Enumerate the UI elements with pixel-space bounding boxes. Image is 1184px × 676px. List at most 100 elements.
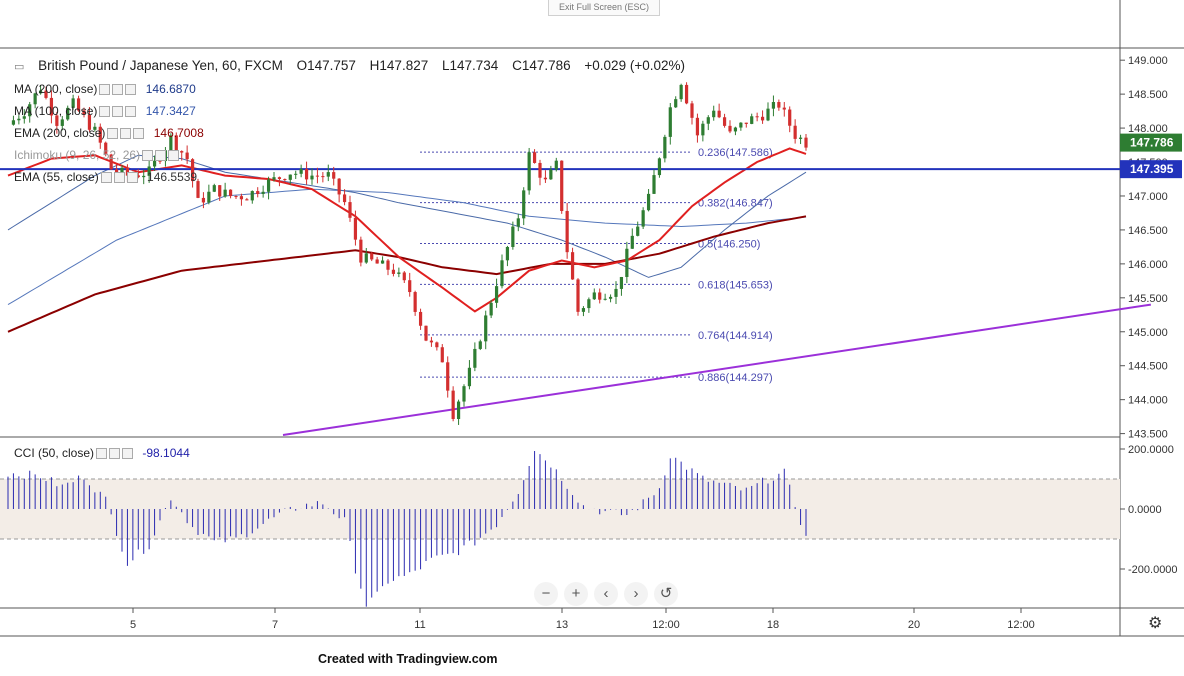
candle-body — [49, 97, 54, 116]
candle-body — [527, 152, 531, 191]
price-tick-label: 146.500 — [1128, 225, 1168, 237]
candle-body — [212, 185, 216, 192]
close-icon[interactable] — [122, 448, 134, 460]
last-price-text: 147.786 — [1130, 136, 1174, 150]
candle-body — [391, 269, 396, 274]
candle-body — [223, 189, 227, 197]
cci-tick-label: -200.0000 — [1128, 564, 1178, 576]
candle-body — [82, 110, 86, 115]
candle-body — [728, 125, 732, 132]
ema55-line — [7, 147, 807, 313]
settings-icon[interactable] — [120, 128, 132, 140]
eye-icon[interactable] — [99, 84, 111, 96]
close-icon[interactable] — [125, 84, 137, 96]
zoom-in-button[interactable]: + — [564, 582, 588, 606]
candle-body — [543, 177, 548, 180]
candle-body — [261, 191, 265, 194]
candle-body — [652, 175, 656, 194]
candle-body — [760, 116, 765, 121]
candle-body — [690, 103, 694, 118]
line-price-text: 147.395 — [1130, 162, 1174, 176]
close-icon[interactable] — [168, 150, 180, 162]
candle-body — [516, 218, 520, 227]
fib-level-label: 0.764(144.914) — [698, 330, 773, 342]
eye-icon[interactable] — [96, 448, 108, 460]
candle-body — [386, 260, 390, 270]
candle-body — [641, 210, 645, 227]
collapse-icon[interactable]: ▭ — [14, 61, 25, 73]
candle-body — [630, 235, 634, 249]
candle-body — [549, 169, 553, 180]
candle-body — [342, 194, 347, 203]
candle-body — [294, 173, 298, 175]
candle-body — [315, 175, 320, 177]
candle-body — [218, 185, 222, 197]
price-tick-label: 148.000 — [1128, 123, 1168, 135]
candle-body — [408, 280, 412, 293]
candle-body — [744, 122, 748, 124]
eye-icon[interactable] — [107, 128, 119, 140]
ema200-line — [7, 215, 807, 333]
legend-ichimoku-label: Ichimoku (9, 26, 52, 26) — [14, 148, 141, 162]
candle-body — [576, 279, 580, 312]
legend-cci-label: CCI (50, close) — [14, 446, 95, 460]
candle-body — [147, 166, 151, 176]
legend-ma200[interactable]: MA (200, close) 146.6870 — [14, 82, 196, 96]
legend-ichimoku[interactable]: Ichimoku (9, 26, 52, 26) — [14, 148, 180, 162]
candle-body — [228, 189, 233, 197]
settings-icon[interactable] — [112, 84, 124, 96]
settings-icon[interactable] — [109, 448, 121, 460]
candle-body — [538, 162, 542, 178]
candle-body — [174, 135, 178, 152]
candle-body — [33, 93, 37, 105]
scroll-left-button[interactable]: ‹ — [594, 582, 618, 606]
candle-body — [196, 181, 200, 198]
candle-body — [473, 348, 477, 368]
candle-body — [788, 109, 792, 126]
candle-body — [299, 168, 303, 174]
zoom-out-button[interactable]: − — [534, 582, 558, 606]
eye-icon[interactable] — [100, 172, 112, 184]
candle-body — [429, 340, 434, 343]
legend-ema200[interactable]: EMA (200, close) 146.7008 — [14, 126, 204, 140]
legend-cci[interactable]: CCI (50, close) -98.1044 — [14, 446, 190, 460]
candle-body — [570, 252, 575, 280]
symbol-name[interactable]: British Pound / Japanese Yen, 60, FXCM — [38, 58, 283, 73]
candle-body — [435, 342, 439, 348]
settings-icon[interactable] — [113, 172, 125, 184]
candle-body — [684, 84, 689, 104]
legend-ma200-value: 146.6870 — [145, 82, 196, 96]
legend-ema55[interactable]: EMA (55, close) 146.5539 — [14, 170, 197, 184]
scroll-right-button[interactable]: › — [624, 582, 648, 606]
eye-icon[interactable] — [142, 150, 154, 162]
exit-fullscreen-button[interactable]: Exit Full Screen (ESC) — [548, 0, 660, 16]
fib-level-label: 0.5(146.250) — [698, 239, 760, 251]
candle-body — [201, 197, 206, 203]
legend-ma100[interactable]: MA (100, close) 147.3427 — [14, 104, 196, 118]
time-tick-label: 5 — [130, 619, 136, 631]
gear-icon[interactable]: ⚙ — [1148, 615, 1163, 632]
candle-body — [619, 276, 624, 289]
candle-body — [554, 160, 558, 170]
legend-ema200-value: 146.7008 — [153, 126, 204, 140]
eye-icon[interactable] — [99, 106, 111, 118]
price-tick-label: 145.500 — [1128, 293, 1168, 305]
close-icon[interactable] — [133, 128, 145, 140]
candle-body — [402, 272, 406, 281]
candle-body — [272, 177, 276, 180]
price-tick-label: 148.500 — [1128, 89, 1168, 101]
candle-body — [22, 116, 26, 119]
price-tick-label: 149.000 — [1128, 55, 1168, 67]
candle-body — [592, 292, 596, 300]
candle-body — [701, 123, 705, 136]
close-icon[interactable] — [125, 106, 137, 118]
candle-body — [657, 158, 662, 176]
candle-body — [446, 362, 450, 391]
reset-chart-button[interactable]: ↺ — [654, 582, 678, 606]
close-icon[interactable] — [126, 172, 138, 184]
settings-icon[interactable] — [112, 106, 124, 118]
settings-icon[interactable] — [155, 150, 167, 162]
candle-body — [190, 159, 195, 182]
